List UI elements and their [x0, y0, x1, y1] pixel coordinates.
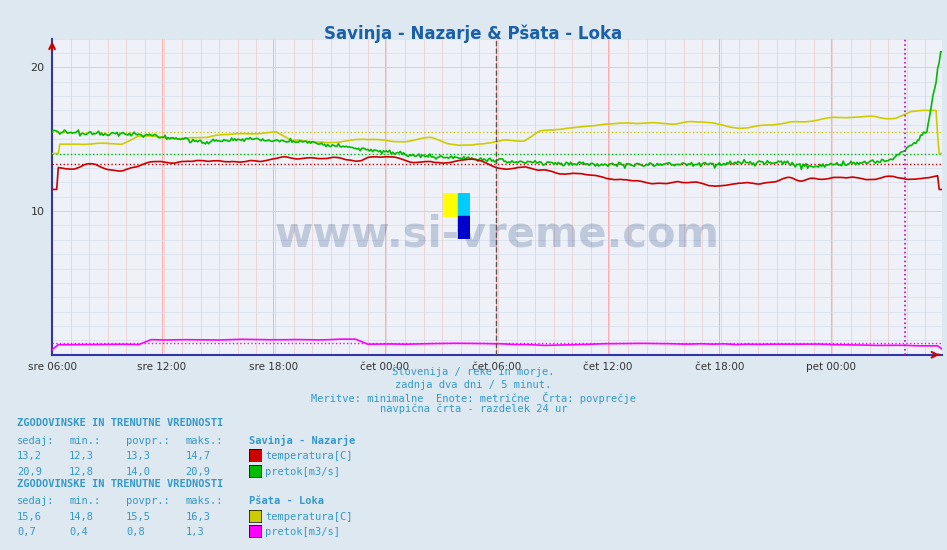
- Text: maks.:: maks.:: [186, 496, 223, 507]
- Text: 12,3: 12,3: [69, 451, 94, 461]
- Bar: [457, 192, 470, 216]
- Text: Meritve: minimalne  Enote: metrične  Črta: povprečje: Meritve: minimalne Enote: metrične Črta:…: [311, 392, 636, 404]
- Text: min.:: min.:: [69, 436, 100, 446]
- Text: 20,9: 20,9: [186, 466, 210, 477]
- Text: 0,7: 0,7: [17, 527, 36, 537]
- Text: 0,4: 0,4: [69, 527, 88, 537]
- Text: Slovenija / reke in morje.: Slovenija / reke in morje.: [392, 367, 555, 377]
- Text: ZGODOVINSKE IN TRENUTNE VREDNOSTI: ZGODOVINSKE IN TRENUTNE VREDNOSTI: [17, 478, 223, 489]
- Text: pretok[m3/s]: pretok[m3/s]: [265, 466, 340, 477]
- Bar: [457, 216, 470, 239]
- Text: ZGODOVINSKE IN TRENUTNE VREDNOSTI: ZGODOVINSKE IN TRENUTNE VREDNOSTI: [17, 418, 223, 428]
- Text: navpična črta - razdelek 24 ur: navpična črta - razdelek 24 ur: [380, 404, 567, 414]
- Text: Savinja - Nazarje & Pšata - Loka: Savinja - Nazarje & Pšata - Loka: [325, 25, 622, 43]
- Text: zadnja dva dni / 5 minut.: zadnja dva dni / 5 minut.: [396, 379, 551, 389]
- Text: 14,8: 14,8: [69, 512, 94, 522]
- Text: 15,6: 15,6: [17, 512, 42, 522]
- Text: 13,3: 13,3: [126, 451, 151, 461]
- Text: pretok[m3/s]: pretok[m3/s]: [265, 527, 340, 537]
- Text: sedaj:: sedaj:: [17, 496, 55, 507]
- Text: 14,7: 14,7: [186, 451, 210, 461]
- Text: www.si-vreme.com: www.si-vreme.com: [275, 213, 720, 256]
- Text: 12,8: 12,8: [69, 466, 94, 477]
- Bar: [443, 192, 457, 216]
- Text: 13,2: 13,2: [17, 451, 42, 461]
- Text: 1,3: 1,3: [186, 527, 205, 537]
- Text: 16,3: 16,3: [186, 512, 210, 522]
- Text: sedaj:: sedaj:: [17, 436, 55, 446]
- Text: povpr.:: povpr.:: [126, 496, 170, 507]
- Text: 14,0: 14,0: [126, 466, 151, 477]
- Text: 20,9: 20,9: [17, 466, 42, 477]
- Text: Pšata - Loka: Pšata - Loka: [249, 496, 324, 507]
- Text: Savinja - Nazarje: Savinja - Nazarje: [249, 435, 355, 446]
- Text: temperatura[C]: temperatura[C]: [265, 512, 352, 522]
- Text: temperatura[C]: temperatura[C]: [265, 451, 352, 461]
- Text: povpr.:: povpr.:: [126, 436, 170, 446]
- Text: maks.:: maks.:: [186, 436, 223, 446]
- Text: 15,5: 15,5: [126, 512, 151, 522]
- Text: 0,8: 0,8: [126, 527, 145, 537]
- Text: min.:: min.:: [69, 496, 100, 507]
